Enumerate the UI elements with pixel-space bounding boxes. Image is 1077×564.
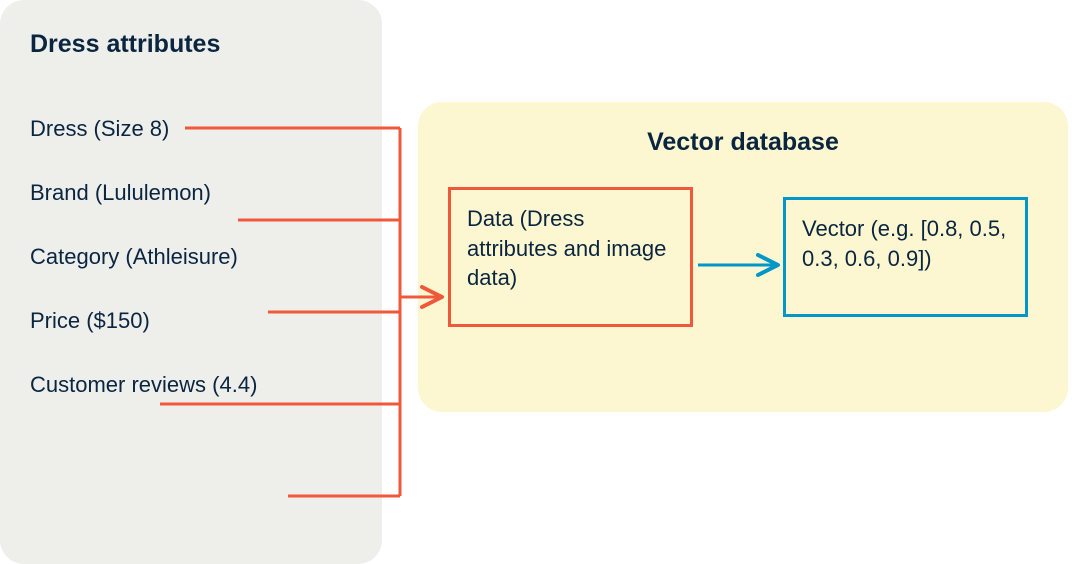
attr-item: Customer reviews (4.4) <box>30 353 352 417</box>
attr-item: Brand (Lululemon) <box>30 161 352 225</box>
attr-item: Category (Athleisure) <box>30 225 352 289</box>
box-row: Data (Dress attributes and image data) V… <box>448 187 1038 327</box>
vector-box: Vector (e.g. [0.8, 0.5, 0.3, 0.6, 0.9]) <box>783 197 1028 317</box>
vector-db-title: Vector database <box>448 128 1038 157</box>
attributes-title: Dress attributes <box>30 30 352 59</box>
attributes-panel: Dress attributes Dress (Size 8) Brand (L… <box>0 0 382 564</box>
vector-db-panel: Vector database Data (Dress attributes a… <box>418 102 1068 412</box>
data-box: Data (Dress attributes and image data) <box>448 187 693 327</box>
attr-item: Price ($150) <box>30 289 352 353</box>
attr-item: Dress (Size 8) <box>30 97 352 161</box>
